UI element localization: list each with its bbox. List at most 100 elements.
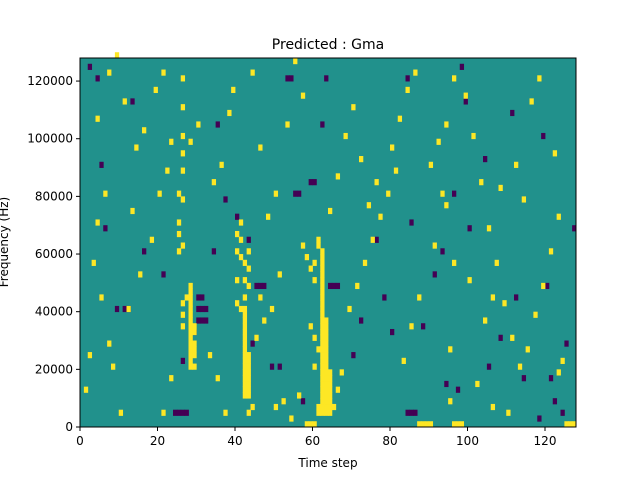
heatmap-cell-high	[297, 392, 302, 399]
heatmap-cell-high	[320, 282, 325, 290]
heatmap-cell-high	[142, 127, 147, 134]
y-tick-label: 80000	[35, 189, 73, 203]
heatmap-cell-high	[486, 225, 492, 232]
heatmap-cell-low	[297, 190, 302, 197]
heatmap-cell-high	[537, 75, 542, 82]
heatmap-cell-high	[99, 294, 104, 301]
heatmap-cell-high	[238, 305, 244, 313]
heatmap-cell-high	[254, 334, 259, 341]
heatmap-cell-low	[413, 409, 418, 416]
heatmap-cell-high	[235, 248, 240, 255]
heatmap-cell-high	[331, 403, 337, 411]
heatmap-cell-high	[192, 363, 197, 370]
heatmap-cell-high	[328, 398, 333, 405]
heatmap-cell-high	[564, 421, 569, 428]
heatmap-cell-high	[215, 375, 220, 382]
heatmap-cell-high	[320, 334, 325, 341]
y-axis: 0 20000 40000 60000 80000 100000 120000	[27, 74, 80, 434]
heatmap-cell-low	[285, 75, 290, 82]
heatmap-cell-high	[320, 375, 325, 382]
y-tick-label: 40000	[35, 305, 73, 319]
heatmap-cell-high	[188, 305, 193, 313]
heatmap-cell-high	[328, 369, 333, 376]
heatmap-cell-low	[548, 375, 554, 382]
heatmap-cell-high	[219, 161, 224, 168]
heatmap-cell-high	[370, 236, 375, 243]
heatmap-cell-high	[242, 277, 248, 284]
heatmap-cell-high	[238, 254, 244, 261]
heatmap-cell-low	[455, 386, 461, 393]
heatmap-cell-high	[421, 421, 426, 428]
heatmap-cell-low	[204, 317, 209, 324]
heatmap-cell-high	[300, 242, 306, 249]
heatmap-cell-high	[378, 213, 383, 220]
heatmap-cell-high	[417, 421, 422, 428]
heatmap-cell-high	[506, 409, 511, 416]
heatmap-cell-high	[250, 69, 255, 76]
heatmap-cell-low	[440, 248, 445, 255]
heatmap-cell-high	[246, 380, 251, 388]
heatmap-cell-low	[254, 282, 259, 290]
heatmap-cell-high	[169, 138, 174, 145]
y-tick-label: 0	[65, 420, 73, 434]
heatmap-cell-low	[324, 75, 329, 82]
heatmap-cell-low	[560, 409, 565, 416]
heatmap-cell-high	[320, 328, 325, 336]
heatmap-cell-high	[320, 265, 325, 272]
heatmap-cell-high	[285, 121, 290, 128]
heatmap-cell-high	[409, 323, 414, 330]
heatmap-cell-high	[328, 375, 333, 382]
heatmap-cell-high	[320, 277, 325, 284]
heatmap-cell-low	[308, 179, 313, 186]
heatmap-cell-high	[176, 190, 182, 197]
heatmap-cell-high	[355, 282, 360, 290]
heatmap-cell-high	[459, 421, 465, 428]
heatmap-cell-high	[572, 421, 577, 428]
heatmap-cell-high	[188, 323, 193, 330]
heatmap-cell-high	[258, 144, 263, 151]
heatmap-cell-low	[277, 363, 282, 370]
heatmap-cell-high	[432, 242, 437, 249]
heatmap-cell-low	[122, 305, 127, 313]
heatmap-cell-low	[459, 63, 465, 70]
heatmap-cell-high	[320, 346, 325, 353]
heatmap-cell-high	[281, 398, 286, 405]
heatmap-cell-high	[320, 271, 325, 278]
heatmap-cell-high	[328, 409, 333, 416]
heatmap-cell-high	[444, 121, 449, 128]
heatmap-cell-high	[424, 421, 430, 428]
heatmap-cell-high	[161, 409, 166, 416]
heatmap-cell-high	[180, 196, 186, 203]
heatmap-cell-high	[560, 357, 565, 364]
heatmap-cell-low	[200, 294, 205, 301]
heatmap-cell-high	[320, 398, 325, 405]
heatmap-cell-high	[320, 300, 325, 307]
heatmap-cell-high	[448, 398, 453, 405]
heatmap-cell-high	[312, 334, 317, 341]
heatmap-cell-low	[293, 190, 298, 197]
heatmap-cell-high	[192, 352, 197, 359]
heatmap-cell-low	[521, 375, 527, 382]
heatmap-cell-high	[320, 317, 325, 324]
heatmap-cell-high	[246, 265, 251, 272]
heatmap-cell-high	[188, 317, 193, 324]
heatmap-cell-high	[250, 403, 255, 411]
heatmap-cell-high	[452, 75, 457, 82]
heatmap-cell-high	[242, 259, 248, 266]
heatmap-cell-low	[421, 323, 426, 330]
heatmap-cell-high	[467, 277, 472, 284]
heatmap-cell-high	[312, 421, 317, 428]
heatmap-cell-high	[397, 115, 403, 122]
heatmap-cell-high	[289, 415, 294, 422]
heatmap-cell-high	[324, 357, 329, 364]
heatmap-cell-high	[180, 311, 186, 318]
heatmap-cell-high	[114, 52, 120, 59]
heatmap-cell-high	[192, 346, 197, 353]
y-axis-label: Frequency (Hz)	[0, 197, 11, 288]
x-axis: 0 20 40 60 80 100 120	[76, 427, 556, 448]
heatmap-cell-low	[483, 156, 488, 163]
heatmap-cell-high	[188, 311, 193, 318]
heatmap-cell-high	[320, 294, 325, 301]
heatmap-cell-low	[467, 225, 472, 232]
heatmap-cell-high	[328, 392, 333, 399]
